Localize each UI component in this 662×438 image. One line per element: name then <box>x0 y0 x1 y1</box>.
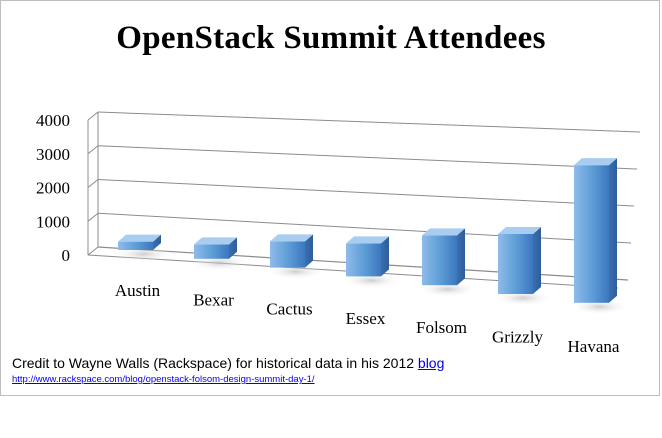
y-tick-label: 3000 <box>36 145 70 164</box>
bar-side <box>381 236 389 277</box>
bar-side <box>457 228 465 286</box>
credit-text: Credit to Wayne Walls (Rackspace) for hi… <box>12 355 418 371</box>
bar-austin <box>118 241 153 250</box>
x-axis-categories: Austin Bexar Cactus Essex Folsom Grizzly Havan… <box>115 281 620 356</box>
source-url-link[interactable]: http://www.rackspace.com/blog/openstack-… <box>12 374 315 385</box>
gridline-tick <box>87 145 99 155</box>
bar-bexar <box>194 244 229 259</box>
y-tick-label: 2000 <box>36 179 70 198</box>
gridline <box>97 179 635 207</box>
bar-side <box>533 227 541 294</box>
x-category-label: Folsom <box>416 318 467 337</box>
x-category-label: Bexar <box>193 290 234 309</box>
bar-top <box>270 234 313 242</box>
bar-havana <box>574 165 609 303</box>
bar-side <box>153 234 161 250</box>
gridline <box>97 111 641 133</box>
gridline-tick <box>87 111 99 121</box>
y-tick-label: 4000 <box>36 111 70 130</box>
y-axis-ticks: 0 1000 2000 3000 4000 <box>36 111 70 265</box>
bar-side <box>229 237 237 259</box>
x-category-label: Havana <box>568 337 620 356</box>
y-tick-label: 0 <box>62 246 71 265</box>
chart-title: OpenStack Summit Attendees <box>116 20 546 56</box>
bar-folsom <box>422 235 457 286</box>
gridline <box>97 145 638 170</box>
gridline-tick <box>87 212 99 222</box>
bar-grizzly <box>498 234 533 294</box>
x-category-label: Cactus <box>266 300 312 319</box>
bar-side <box>609 158 617 303</box>
y-tick-label: 1000 <box>36 212 70 231</box>
x-category-label: Austin <box>115 281 161 300</box>
bar-top <box>498 227 541 234</box>
bar-top <box>346 236 389 244</box>
bar-top <box>574 158 617 166</box>
x-category-label: Grizzly <box>492 328 543 347</box>
bars <box>113 158 630 315</box>
bar-top <box>118 234 161 242</box>
bar-side <box>305 234 313 268</box>
x-category-label: Essex <box>346 309 386 328</box>
slide-frame <box>0 0 660 396</box>
credit-blog-link[interactable]: blog <box>417 355 445 371</box>
credit-line: Credit to Wayne Walls (Rackspace) for hi… <box>12 355 444 371</box>
bar-top <box>194 237 237 245</box>
gridline-tick <box>87 246 99 256</box>
gridline-tick <box>87 179 99 188</box>
gridline <box>97 212 632 244</box>
bar-top <box>422 228 465 236</box>
bar-essex <box>346 243 381 277</box>
bar-cactus <box>270 241 305 268</box>
